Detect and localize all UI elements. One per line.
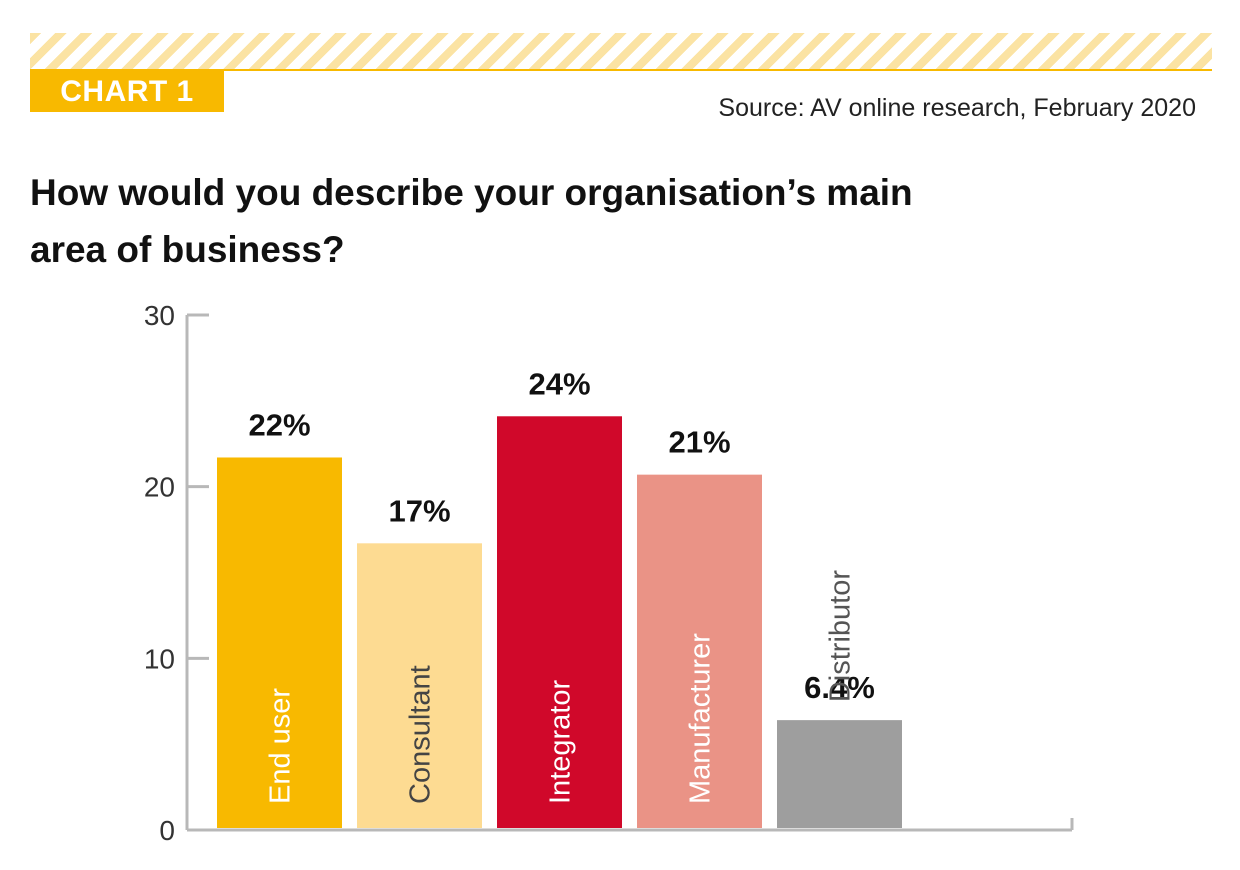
- y-tick-label: 0: [159, 815, 175, 846]
- bar-value-label: 22%: [248, 407, 310, 442]
- bar: [497, 416, 622, 828]
- chart-number-badge: CHART 1: [30, 71, 224, 112]
- header-stripe-band: [30, 33, 1212, 69]
- y-tick-label: 20: [144, 472, 175, 503]
- y-tick-label: 10: [144, 643, 175, 674]
- bar-value-label: 24%: [528, 366, 590, 401]
- y-tick-label: 30: [144, 300, 175, 331]
- source-note: Source: AV online research, February 202…: [718, 94, 1196, 122]
- bar-category-label: End user: [265, 688, 297, 804]
- bar: [217, 457, 342, 828]
- chart-title: How would you describe your organisation…: [30, 172, 913, 270]
- bar-category-label: Integrator: [545, 680, 577, 804]
- header-stripe-rule: [30, 69, 1212, 71]
- bar: [637, 474, 762, 828]
- bar-value-label: 21%: [668, 425, 730, 460]
- bar: [357, 543, 482, 828]
- bar-value-label: 6.4%: [804, 670, 875, 705]
- bar-category-label: Distributor: [825, 570, 857, 702]
- bar-category-label: Consultant: [405, 665, 437, 804]
- bar-category-label: Manufacturer: [685, 633, 717, 804]
- bar-value-label: 17%: [388, 493, 450, 528]
- bar: [777, 720, 902, 828]
